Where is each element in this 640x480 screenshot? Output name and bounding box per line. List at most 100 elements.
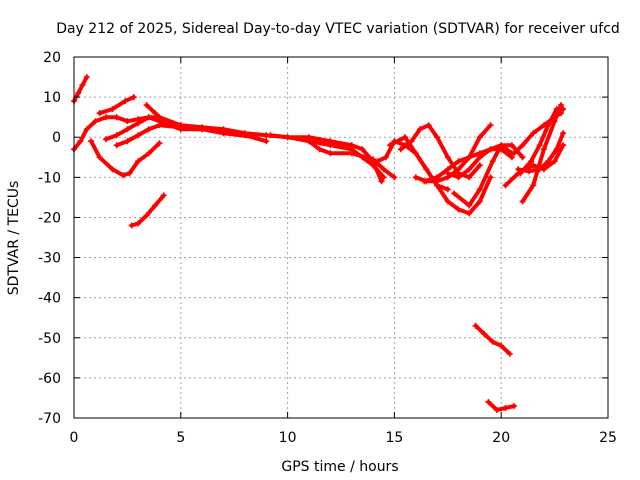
data-point bbox=[380, 166, 387, 173]
data-point bbox=[348, 150, 355, 157]
data-point bbox=[220, 126, 227, 133]
data-point bbox=[560, 142, 567, 149]
data-point bbox=[466, 210, 473, 217]
data-point bbox=[553, 106, 560, 113]
y-tick-label: -50 bbox=[38, 331, 61, 347]
x-axis: 0 5 10 15 20 25 bbox=[70, 57, 617, 446]
grid bbox=[74, 57, 608, 418]
data-point bbox=[455, 174, 462, 181]
data-point bbox=[515, 166, 522, 173]
data-point bbox=[508, 154, 515, 161]
data-point bbox=[387, 142, 394, 149]
data-point bbox=[284, 134, 291, 141]
data-point bbox=[525, 168, 532, 175]
data-point bbox=[241, 130, 248, 137]
data-point bbox=[103, 114, 110, 121]
data-point bbox=[444, 198, 451, 205]
x-tick-label: 0 bbox=[70, 430, 79, 446]
series-arc-11 bbox=[328, 141, 384, 184]
data-point bbox=[511, 402, 518, 409]
data-point bbox=[487, 122, 494, 129]
data-point bbox=[128, 222, 135, 229]
y-tick-label: -10 bbox=[38, 170, 61, 186]
data-point bbox=[113, 142, 120, 149]
y-tick-label: -60 bbox=[38, 371, 61, 387]
data-point bbox=[530, 130, 537, 137]
data-point bbox=[348, 142, 355, 149]
data-point bbox=[75, 90, 82, 97]
data-point bbox=[109, 106, 116, 113]
data-point bbox=[476, 186, 483, 193]
data-point bbox=[417, 126, 424, 133]
x-axis-title: GPS time / hours bbox=[281, 459, 398, 475]
data-point bbox=[316, 146, 323, 153]
data-point bbox=[455, 166, 462, 173]
series-arc-9 bbox=[268, 133, 386, 180]
series-arc-3 bbox=[89, 139, 162, 178]
data-point bbox=[560, 106, 567, 113]
data-point bbox=[359, 146, 366, 153]
data-point bbox=[96, 110, 103, 117]
data-point bbox=[327, 150, 334, 157]
data-point bbox=[511, 150, 518, 157]
data-point bbox=[517, 170, 524, 177]
data-point bbox=[152, 202, 159, 209]
data-point bbox=[156, 140, 163, 147]
data-point bbox=[412, 150, 419, 157]
data-point bbox=[103, 136, 110, 143]
data-point bbox=[79, 82, 86, 89]
data-point bbox=[423, 166, 430, 173]
data-point bbox=[397, 146, 404, 153]
data-point bbox=[143, 102, 150, 109]
data-point bbox=[143, 212, 150, 219]
data-point bbox=[391, 174, 398, 181]
series-arc-25 bbox=[486, 400, 516, 412]
data-point bbox=[130, 94, 137, 101]
data-point bbox=[77, 138, 84, 145]
data-point bbox=[152, 110, 159, 117]
y-axis-title: SDTVAR / TECUs bbox=[6, 181, 22, 296]
data-point bbox=[545, 122, 552, 129]
y-tick-label: -70 bbox=[38, 411, 61, 427]
series-arc-4 bbox=[97, 95, 136, 116]
data-point bbox=[493, 406, 500, 413]
data-point bbox=[92, 118, 99, 125]
data-point bbox=[519, 154, 526, 161]
data-point bbox=[444, 154, 451, 161]
data-point bbox=[135, 220, 142, 227]
data-point bbox=[489, 338, 496, 345]
data-point bbox=[113, 114, 120, 121]
data-point bbox=[412, 174, 419, 181]
data-point bbox=[489, 158, 496, 165]
data-point bbox=[466, 202, 473, 209]
data-point bbox=[551, 158, 558, 165]
y-tick-label: 0 bbox=[52, 130, 61, 146]
data-point bbox=[382, 154, 389, 161]
data-point bbox=[472, 322, 479, 329]
data-point bbox=[553, 146, 560, 153]
data-point bbox=[145, 150, 152, 157]
data-point bbox=[88, 138, 95, 145]
data-point bbox=[378, 178, 385, 185]
data-point bbox=[177, 122, 184, 129]
data-point bbox=[109, 166, 116, 173]
y-tick-label: -30 bbox=[38, 251, 61, 267]
data-point bbox=[545, 158, 552, 165]
data-point bbox=[135, 120, 142, 127]
data-point bbox=[156, 122, 163, 129]
data-point bbox=[267, 132, 274, 139]
data-point bbox=[444, 170, 451, 177]
data-point bbox=[434, 134, 441, 141]
y-tick-label: 10 bbox=[43, 90, 61, 106]
series-arc-7 bbox=[144, 103, 354, 148]
data-point bbox=[558, 110, 565, 117]
data-point bbox=[374, 158, 381, 165]
x-tick-label: 5 bbox=[176, 430, 185, 446]
data-point bbox=[508, 142, 515, 149]
y-tick-label: -40 bbox=[38, 291, 61, 307]
data-point bbox=[199, 124, 206, 131]
data-point bbox=[455, 158, 462, 165]
data-point bbox=[434, 174, 441, 181]
data-point bbox=[83, 126, 90, 133]
